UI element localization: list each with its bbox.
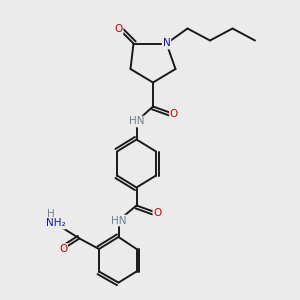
Text: NH₂: NH₂ <box>46 218 65 229</box>
Text: HN: HN <box>111 215 126 226</box>
Text: O: O <box>153 208 162 218</box>
Text: O: O <box>114 23 123 34</box>
Text: O: O <box>59 244 67 254</box>
Text: O: O <box>170 109 178 119</box>
Text: N: N <box>163 38 170 49</box>
Text: H: H <box>47 209 55 219</box>
Text: HN: HN <box>129 116 144 127</box>
